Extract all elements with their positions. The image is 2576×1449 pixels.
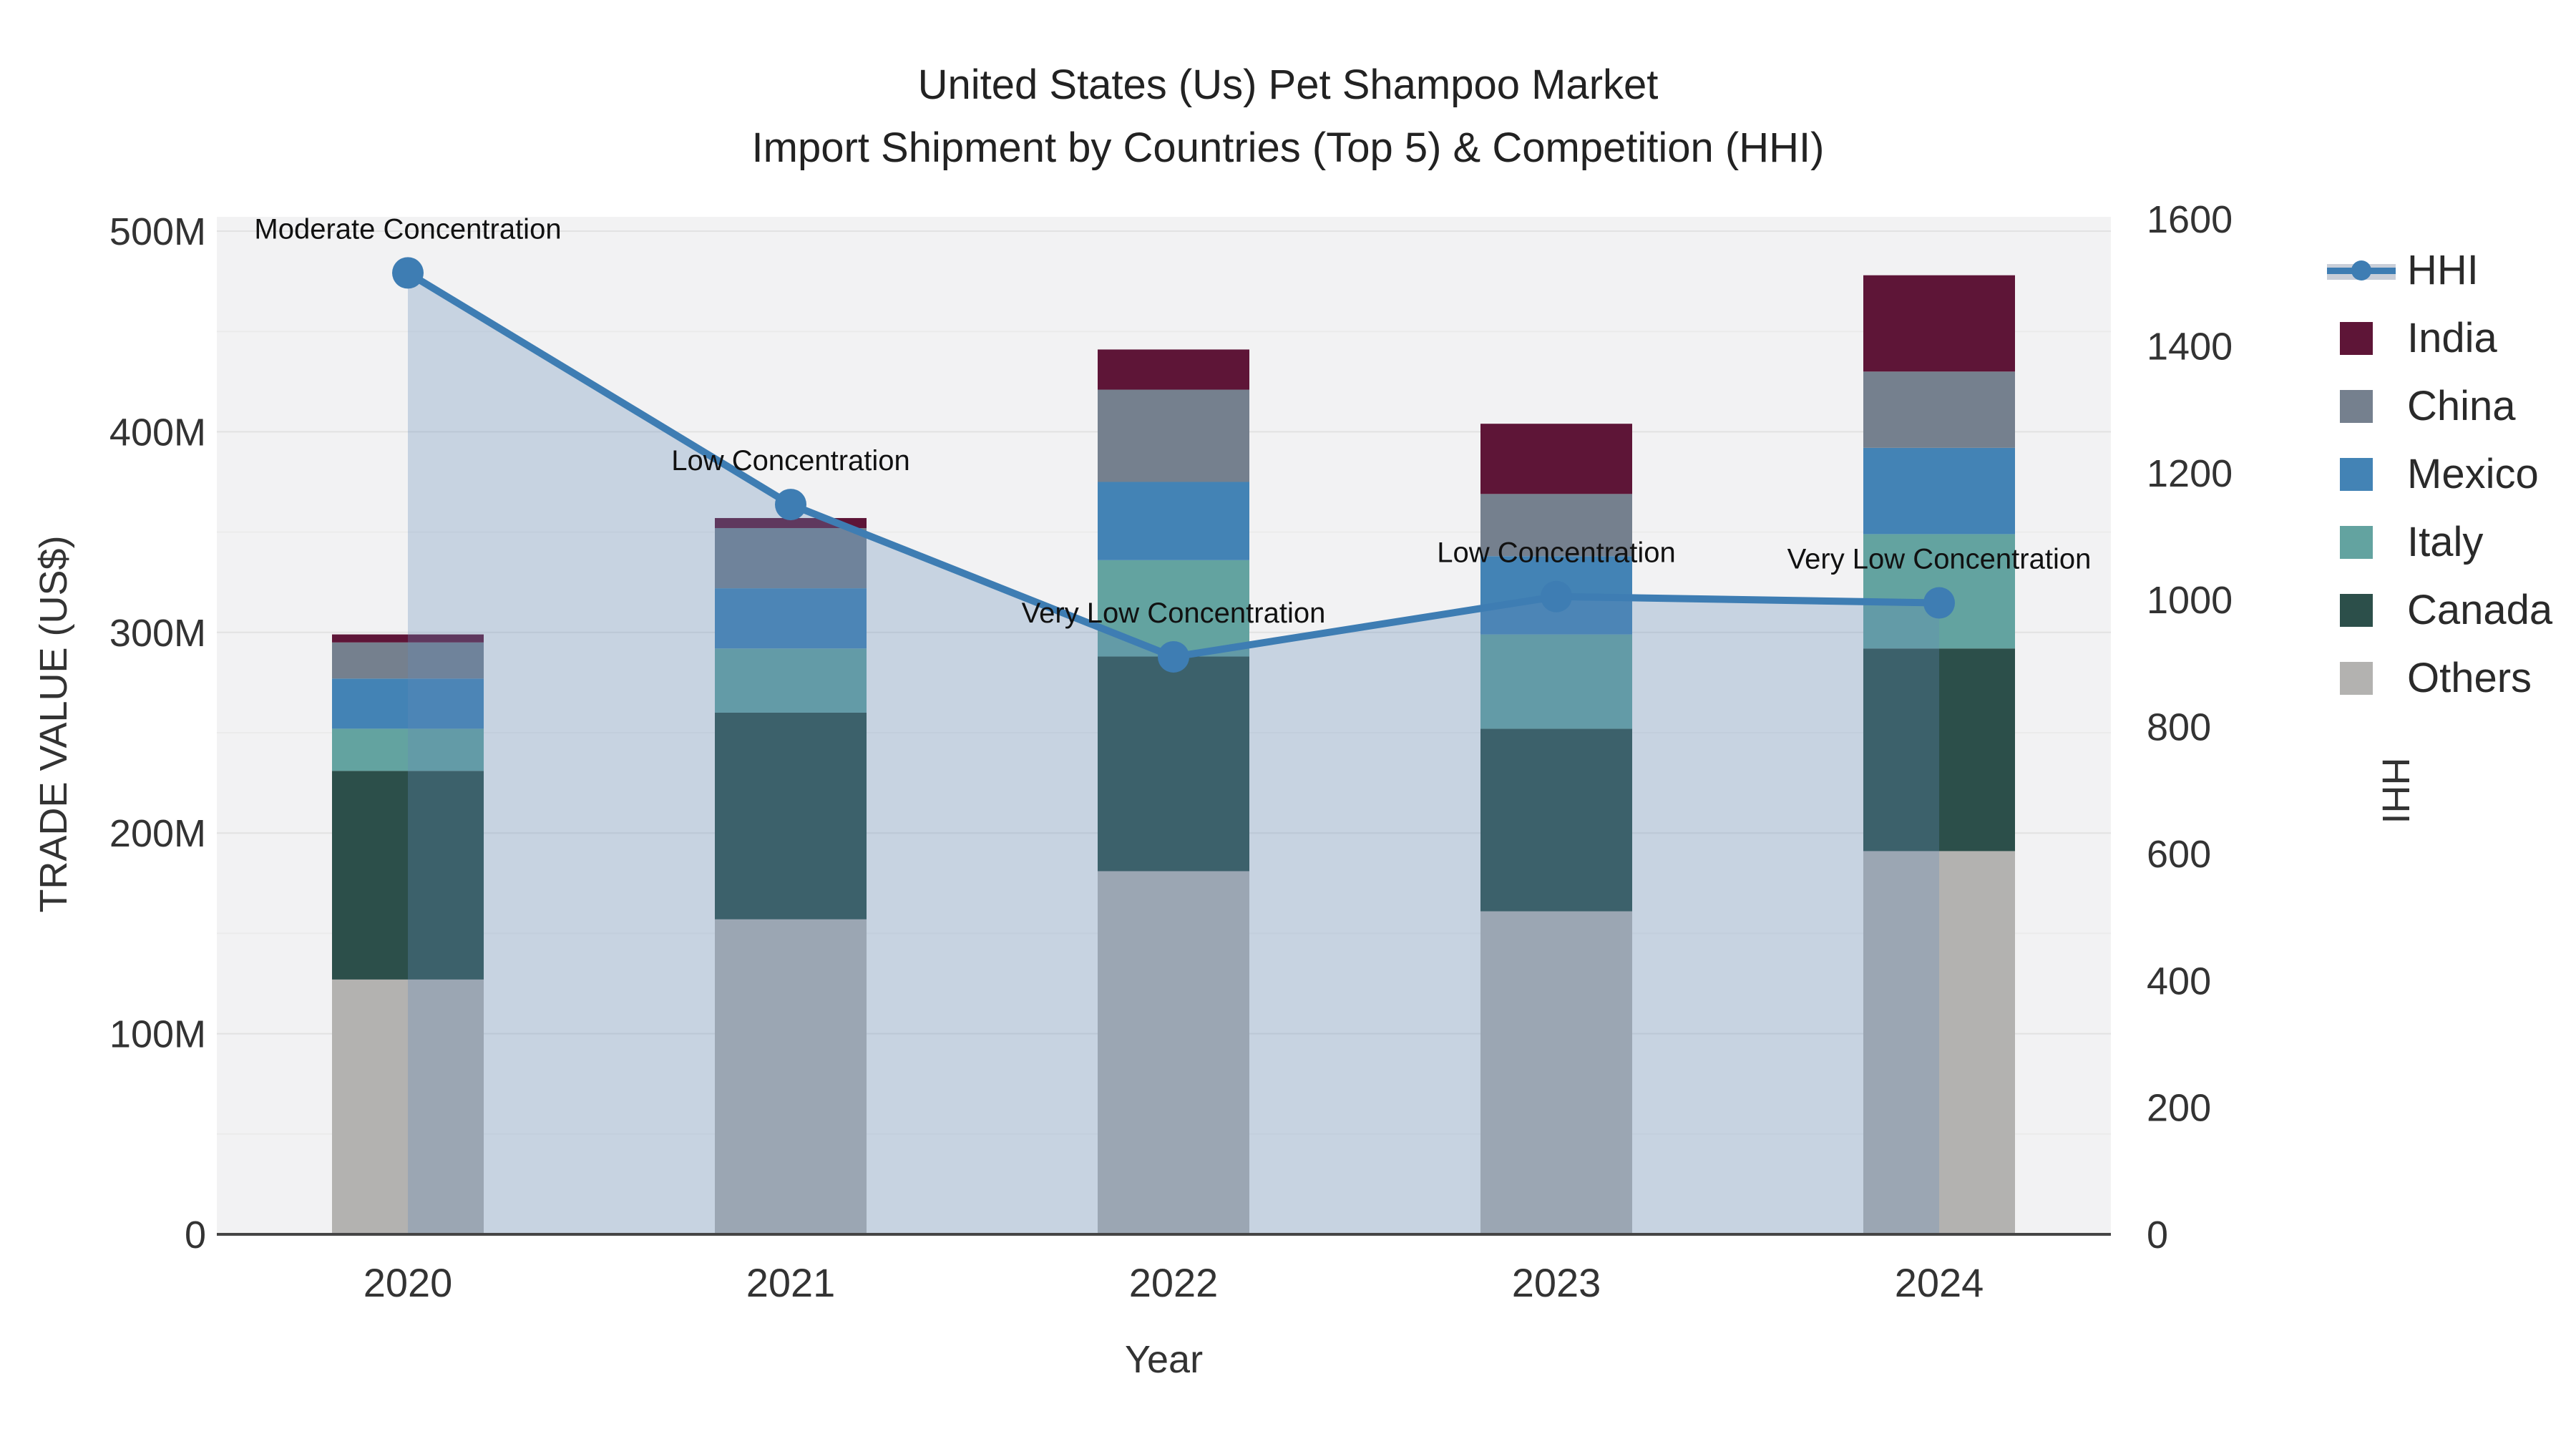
bar-segment-others-2023[interactable] bbox=[1480, 911, 1632, 1234]
left-tick-400M: 400M bbox=[109, 411, 206, 454]
annotation-2022: Very Low Concentration bbox=[1022, 597, 1326, 629]
left-tick-500M: 500M bbox=[109, 210, 206, 253]
canada-swatch-icon bbox=[2340, 593, 2373, 627]
legend-item-mexico[interactable]: Mexico bbox=[2327, 440, 2552, 508]
legend-label: Others bbox=[2407, 655, 2532, 701]
left-tick-200M: 200M bbox=[109, 812, 206, 855]
bar-segment-china-2020[interactable] bbox=[332, 642, 484, 679]
bar-segment-china-2022[interactable] bbox=[1098, 389, 1249, 482]
hhi-line-icon bbox=[2327, 256, 2399, 285]
x-tick-2021: 2021 bbox=[746, 1260, 836, 1305]
right-tick-1600: 1600 bbox=[2147, 198, 2233, 241]
legend-label: Mexico bbox=[2407, 451, 2539, 497]
bar-segment-india-2022[interactable] bbox=[1098, 349, 1249, 390]
hhi-marker-2024[interactable] bbox=[1923, 587, 1955, 619]
legend-label: India bbox=[2407, 315, 2497, 361]
legend-item-italy[interactable]: Italy bbox=[2327, 508, 2552, 576]
bar-segment-canada-2024[interactable] bbox=[1863, 648, 2015, 852]
right-tick-1000: 1000 bbox=[2147, 579, 2233, 622]
bar-segment-canada-2022[interactable] bbox=[1098, 656, 1249, 872]
bar-segment-others-2022[interactable] bbox=[1098, 871, 1249, 1234]
legend-item-canada[interactable]: Canada bbox=[2327, 576, 2552, 644]
hhi-marker-2021[interactable] bbox=[775, 489, 806, 521]
bar-segment-italy-2020[interactable] bbox=[332, 728, 484, 771]
bar-segment-others-2024[interactable] bbox=[1863, 851, 2015, 1234]
bar-segment-mexico-2020[interactable] bbox=[332, 678, 484, 729]
bar-segment-canada-2021[interactable] bbox=[715, 712, 867, 919]
x-axis-title-text: Year bbox=[1125, 1338, 1203, 1381]
left-tick-100M: 100M bbox=[109, 1013, 206, 1056]
bar-segment-canada-2023[interactable] bbox=[1480, 728, 1632, 912]
x-tick-2022: 2022 bbox=[1129, 1260, 1219, 1305]
right-tick-400: 400 bbox=[2147, 960, 2211, 1002]
italy-swatch-icon bbox=[2340, 525, 2373, 559]
x-tick-2024: 2024 bbox=[1895, 1260, 1984, 1305]
annotation-2020: Moderate Concentration bbox=[254, 213, 561, 245]
right-tick-1200: 1200 bbox=[2147, 452, 2233, 495]
left-tick-0: 0 bbox=[185, 1214, 206, 1257]
india-swatch-icon bbox=[2340, 321, 2373, 355]
annotation-2023: Low Concentration bbox=[1437, 537, 1676, 569]
bar-segment-china-2023[interactable] bbox=[1480, 494, 1632, 557]
annotation-2024: Very Low Concentration bbox=[1787, 544, 2092, 575]
bar-segment-mexico-2021[interactable] bbox=[715, 588, 867, 649]
bar-segment-mexico-2024[interactable] bbox=[1863, 447, 2015, 535]
bar-segment-mexico-2022[interactable] bbox=[1098, 482, 1249, 560]
bar-segment-italy-2023[interactable] bbox=[1480, 634, 1632, 729]
bar-segment-italy-2021[interactable] bbox=[715, 648, 867, 713]
left-tick-300M: 300M bbox=[109, 612, 206, 655]
legend-label: China bbox=[2407, 383, 2516, 429]
hhi-marker-2023[interactable] bbox=[1541, 580, 1572, 613]
legend: HHI India China Mexico Italy Canada Othe… bbox=[2327, 236, 2552, 712]
bar-segment-canada-2020[interactable] bbox=[332, 771, 484, 980]
right-tick-600: 600 bbox=[2147, 833, 2211, 876]
legend-label: Italy bbox=[2407, 519, 2484, 565]
legend-item-china[interactable]: China bbox=[2327, 372, 2552, 440]
bar-segment-others-2020[interactable] bbox=[332, 979, 484, 1234]
chart-title-line1: United States (Us) Pet Shampoo Market bbox=[917, 62, 1659, 108]
left-axis-title: TRADE VALUE (US$) bbox=[32, 535, 75, 913]
mexico-swatch-icon bbox=[2340, 457, 2373, 491]
x-tick-2020: 2020 bbox=[364, 1260, 453, 1305]
hhi-marker-2022[interactable] bbox=[1158, 640, 1189, 673]
hhi-marker-2020[interactable] bbox=[392, 257, 424, 289]
right-tick-200: 200 bbox=[2147, 1087, 2211, 1130]
right-axis-title: HHI bbox=[2374, 757, 2417, 824]
others-swatch-icon bbox=[2340, 661, 2373, 695]
right-tick-0: 0 bbox=[2147, 1214, 2168, 1257]
bar-segment-china-2024[interactable] bbox=[1863, 371, 2015, 448]
legend-item-others[interactable]: Others bbox=[2327, 644, 2552, 712]
bar-segment-india-2024[interactable] bbox=[1863, 275, 2015, 372]
x-tick-2023: 2023 bbox=[1512, 1260, 1601, 1305]
right-tick-1400: 1400 bbox=[2147, 325, 2233, 368]
china-swatch-icon bbox=[2340, 389, 2373, 423]
bar-segment-india-2023[interactable] bbox=[1480, 424, 1632, 494]
chart-title-line2: Import Shipment by Countries (Top 5) & C… bbox=[751, 125, 1825, 171]
right-tick-800: 800 bbox=[2147, 706, 2211, 749]
bar-segment-china-2021[interactable] bbox=[715, 527, 867, 589]
legend-label: Canada bbox=[2407, 587, 2553, 633]
legend-item-hhi[interactable]: HHI bbox=[2327, 236, 2552, 304]
bar-segment-india-2020[interactable] bbox=[332, 634, 484, 643]
legend-label: HHI bbox=[2407, 247, 2479, 293]
legend-item-india[interactable]: India bbox=[2327, 304, 2552, 372]
bar-segment-others-2021[interactable] bbox=[715, 919, 867, 1234]
annotation-2021: Low Concentration bbox=[671, 445, 910, 477]
